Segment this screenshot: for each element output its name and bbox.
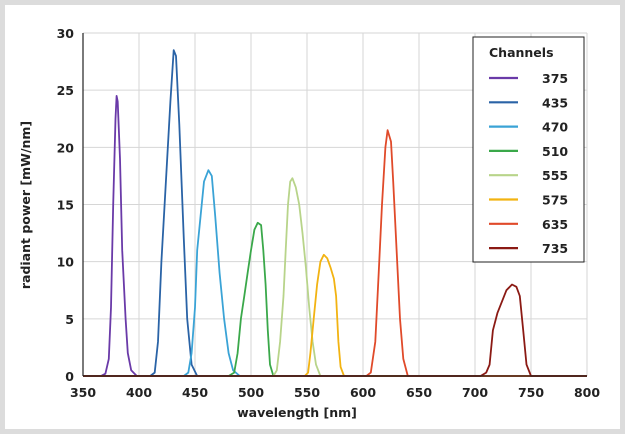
x-tick-label: 600 [350,385,376,400]
legend-label-435: 435 [542,95,568,110]
y-tick-label: 5 [65,312,74,327]
legend-label-635: 635 [542,217,568,232]
axes [82,33,587,377]
spectrum-chart: 350 400 450 500 550 600 650 700 750 8000510152025… [18,26,601,420]
series-line-735 [83,283,587,377]
x-tick-label: 700 [462,385,488,400]
legend-label-375: 375 [542,71,568,86]
legend-label-555: 555 [542,168,568,183]
y-tick-label: 10 [57,255,75,270]
y-tick-label: 0 [65,369,74,384]
series-line-555 [83,177,587,377]
x-tick-label: 350 [70,385,96,400]
tick-labels: 350 400 450 500 550 600 650 700 750 8000510152025… [57,26,601,400]
x-axis-title: wavelength [nm] [237,405,357,420]
x-tick-label: 400 [126,385,152,400]
x-tick-label: 550 [294,385,320,400]
legend-label-470: 470 [542,120,568,135]
series-line-375 [83,95,587,377]
y-tick-label: 20 [57,140,75,155]
series-line-635 [83,129,587,377]
series-line-470 [83,169,587,377]
series-line-575 [83,253,587,377]
y-tick-label: 15 [57,198,74,213]
chart-frame: 350 400 450 500 550 600 650 700 750 800 0 5 10 15 20 25… [5,5,620,429]
y-tick-label: 30 [57,26,75,41]
x-tick-label: 650 [406,385,432,400]
legend-label-575: 575 [542,193,568,208]
series-line-510 [83,221,587,377]
legend-items: 375 435 470 510 555 575 635 735 [489,71,568,256]
x-tick-label: 750 [518,385,544,400]
legend-title: Channels [489,45,554,60]
x-tick-label: 500 [238,385,264,400]
x-tick-label: 800 [574,385,600,400]
legend-label-510: 510 [542,144,568,159]
legend-label-735: 735 [542,241,568,256]
y-tick-label: 25 [57,83,74,98]
series-line-435 [83,49,587,377]
legend: Channels 375 435 470 510 555 575 635 735 [472,36,585,263]
y-axis-title: radiant power [mW/nm] [18,121,33,289]
series-lines [83,49,587,377]
x-tick-label: 450 [182,385,208,400]
